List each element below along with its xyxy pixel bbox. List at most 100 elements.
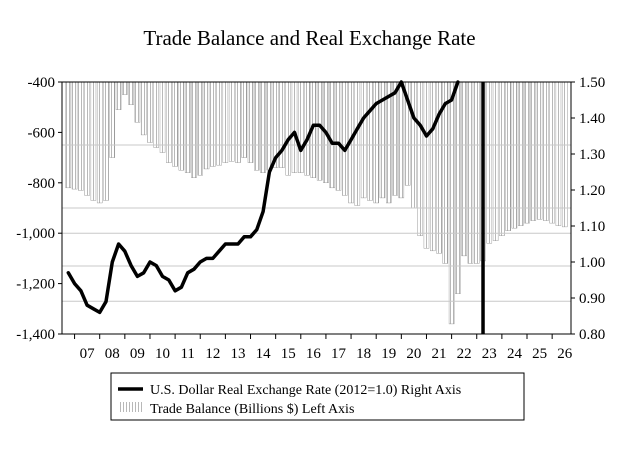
trade-balance-bar <box>455 81 461 294</box>
trade-balance-bar <box>543 81 549 221</box>
trade-balance-bar <box>555 81 562 226</box>
axes-layer <box>61 81 572 335</box>
trade-balance-bar <box>423 81 430 249</box>
trade-balance-bar <box>260 81 266 173</box>
left-axis-label: -1,400 <box>16 327 55 343</box>
x-axis-label: 25 <box>532 346 547 362</box>
left-axis-label: -1,000 <box>16 226 55 242</box>
trade-balance-bar <box>78 81 84 191</box>
x-axis-label: 15 <box>281 346 296 362</box>
trade-balance-bar <box>210 81 216 167</box>
right-axis-label: 1.50 <box>579 75 605 91</box>
x-axis-label: 16 <box>306 346 322 362</box>
trade-balance-bar <box>222 81 229 163</box>
trade-balance-bar <box>367 81 373 201</box>
trade-balance-bar <box>122 81 128 95</box>
plot-frame <box>61 81 572 335</box>
x-axis-label: 22 <box>457 346 472 362</box>
trade-balance-bar <box>486 81 493 244</box>
trade-balance-bar <box>254 81 260 171</box>
trade-balance-bar <box>159 81 166 153</box>
trade-balance-bar <box>203 81 210 170</box>
trade-balance-bar <box>511 81 518 229</box>
trade-balance-bar <box>285 81 291 176</box>
x-axis-label: 23 <box>482 346 497 362</box>
legend-line-label: U.S. Dollar Real Exchange Rate (2012=1.0… <box>150 383 461 398</box>
trade-balance-bar <box>235 81 241 163</box>
trade-balance-bar <box>536 81 543 220</box>
trade-balance-bar <box>561 81 568 228</box>
trade-balance-bar <box>216 81 222 166</box>
trade-balance-bar <box>71 81 78 190</box>
right-axis-label: 1.30 <box>579 147 605 163</box>
trade-balance-bar <box>109 81 116 158</box>
trade-balance-bar <box>329 81 335 189</box>
trade-balance-bar <box>140 81 147 136</box>
left-axis-label: -400 <box>28 75 56 91</box>
trade-balance-bar <box>247 81 254 163</box>
x-axis-label: 08 <box>105 346 120 362</box>
trade-balance-bar <box>448 81 455 325</box>
x-axis-label: 10 <box>155 346 170 362</box>
trade-balance-bar <box>191 81 197 178</box>
line-layer <box>66 80 485 334</box>
x-axis-label: 11 <box>180 346 194 362</box>
x-axis-label: 07 <box>80 346 96 362</box>
trade-balance-bar <box>103 81 109 201</box>
trade-balance-bar <box>492 81 499 241</box>
x-axis-label: 17 <box>331 346 347 362</box>
trade-balance-bar <box>228 81 235 162</box>
trade-balance-bar <box>474 81 480 264</box>
trade-balance-bar <box>115 81 122 110</box>
trade-balance-bar <box>96 81 103 204</box>
right-axis-label: 1.40 <box>579 111 605 127</box>
trade-balance-bar <box>316 81 323 181</box>
trade-balance-bar <box>386 81 392 204</box>
trade-balance-bar <box>461 81 467 257</box>
right-axis-label: 1.20 <box>579 183 605 199</box>
legend-bar-swatch <box>118 402 143 412</box>
trade-balance-bar <box>166 81 172 163</box>
trade-balance-bar <box>65 81 72 189</box>
trade-balance-bar <box>291 81 298 173</box>
trade-balance-bar <box>436 81 442 254</box>
trade-balance-bar <box>153 81 160 148</box>
trade-balance-bar <box>134 81 141 123</box>
trade-balance-bar <box>430 81 436 252</box>
trade-balance-bar <box>524 81 530 224</box>
trade-balance-bar <box>517 81 524 226</box>
x-axis-label: 19 <box>381 346 396 362</box>
left-axis-label: -800 <box>28 176 56 192</box>
x-axis-label: 18 <box>356 346 371 362</box>
trade-balance-bar <box>178 81 185 171</box>
trade-balance-bar <box>417 81 423 236</box>
trade-balance-bar <box>360 81 367 199</box>
trade-balance-bar <box>172 81 178 167</box>
legend: U.S. Dollar Real Exchange Rate (2012=1.0… <box>110 372 525 421</box>
chart-title: Trade Balance and Real Exchange Rate <box>143 26 476 50</box>
trade-balance-bar <box>241 81 247 158</box>
trade-balance-bar <box>342 81 348 196</box>
ticks-layer: -400 -600 -800 -1,000 -1,200 -1,400 1.50 1.40 1.… <box>16 75 605 362</box>
trade-balance-bar <box>90 81 97 201</box>
trade-balance-bar <box>197 81 203 176</box>
trade-balance-bar <box>499 81 505 236</box>
trade-balance-bar <box>392 81 398 196</box>
trade-balance-bar <box>398 81 405 199</box>
exchange-rate-line <box>66 80 460 315</box>
trade-balance-bar <box>530 81 537 221</box>
trade-balance-bar <box>147 81 153 143</box>
x-axis-label: 12 <box>205 346 220 362</box>
x-axis-label: 24 <box>507 346 523 362</box>
trade-balance-bar <box>373 81 379 204</box>
trade-balance-bar <box>128 81 134 105</box>
bars-layer <box>65 81 568 325</box>
left-axis-label: -1,200 <box>16 277 55 293</box>
trade-balance-bar <box>549 81 555 224</box>
x-axis-label: 21 <box>432 346 447 362</box>
legend-bar-label: Trade Balance (Billions $) Left Axis <box>150 402 354 417</box>
x-axis-label: 09 <box>130 346 145 362</box>
right-axis-label: 1.10 <box>579 219 605 235</box>
legend-box <box>110 372 525 421</box>
